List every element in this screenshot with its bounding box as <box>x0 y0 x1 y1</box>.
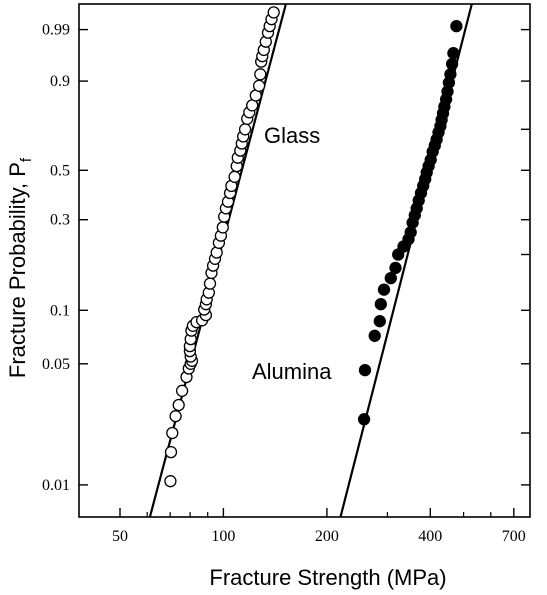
y-axis-label-main: Fracture Probability, P <box>5 162 30 378</box>
alumina-data-point <box>373 315 386 328</box>
x-axis-label: Fracture Strength (MPa) <box>209 565 446 590</box>
alumina-data-point <box>444 68 457 81</box>
glass-data-point <box>172 398 185 412</box>
y-axis-label: Fracture Probability, Pf <box>5 157 35 378</box>
alumina-data-point <box>358 363 372 377</box>
alumina-data-point <box>445 57 459 71</box>
alumina-data-point <box>447 47 460 60</box>
alumina-data-point <box>384 271 397 285</box>
glass-data-point <box>175 384 189 397</box>
alumina-data-point <box>368 329 381 342</box>
x-tick-label: 200 <box>315 528 339 545</box>
y-tick-label: 0.01 <box>42 477 70 494</box>
axes-ticks <box>79 28 530 517</box>
glass-data-point <box>267 6 280 19</box>
alumina-data-point <box>357 413 371 426</box>
x-tick-label: 700 <box>502 528 526 545</box>
alumina-data-point <box>389 261 402 275</box>
x-tick-label: 400 <box>418 528 442 545</box>
y-tick-label: 0.3 <box>50 212 70 229</box>
glass-data-point <box>228 170 241 183</box>
glass-data-point <box>169 410 182 423</box>
glass-data-point <box>164 475 177 488</box>
alumina-data-point <box>450 19 463 33</box>
glass-data-point <box>252 79 266 92</box>
alumina-data-point <box>377 283 391 296</box>
plot-frame <box>78 3 531 518</box>
glass-data-point <box>238 123 252 136</box>
y-tick-label: 0.9 <box>50 73 70 90</box>
series-annotations: Glass Alumina <box>252 123 332 384</box>
glass-data-point <box>166 426 179 440</box>
glass-data-point <box>164 445 178 459</box>
y-tick-label: 0.99 <box>42 22 70 39</box>
x-tick-label: 100 <box>211 528 235 545</box>
glass-data-point <box>254 68 267 81</box>
glass-data-point <box>216 221 229 234</box>
fit-lines <box>148 3 473 518</box>
alumina-label: Alumina <box>252 359 332 384</box>
data-points <box>164 6 463 488</box>
y-tick-label: 0.05 <box>42 356 70 373</box>
y-tick-label: 0.1 <box>50 302 70 319</box>
alumina-data-point <box>374 298 387 311</box>
y-tick-labels: 0.01 0.05 0.1 0.3 0.5 0.9 0.99 <box>42 22 70 494</box>
y-axis-label-subscript: f <box>18 157 35 162</box>
glass-label: Glass <box>264 123 320 148</box>
x-tick-labels: 50 100 200 400 700 <box>112 528 526 545</box>
x-tick-label: 50 <box>112 528 128 545</box>
glass-data-point <box>203 277 217 290</box>
y-tick-label: 0.5 <box>50 162 70 179</box>
